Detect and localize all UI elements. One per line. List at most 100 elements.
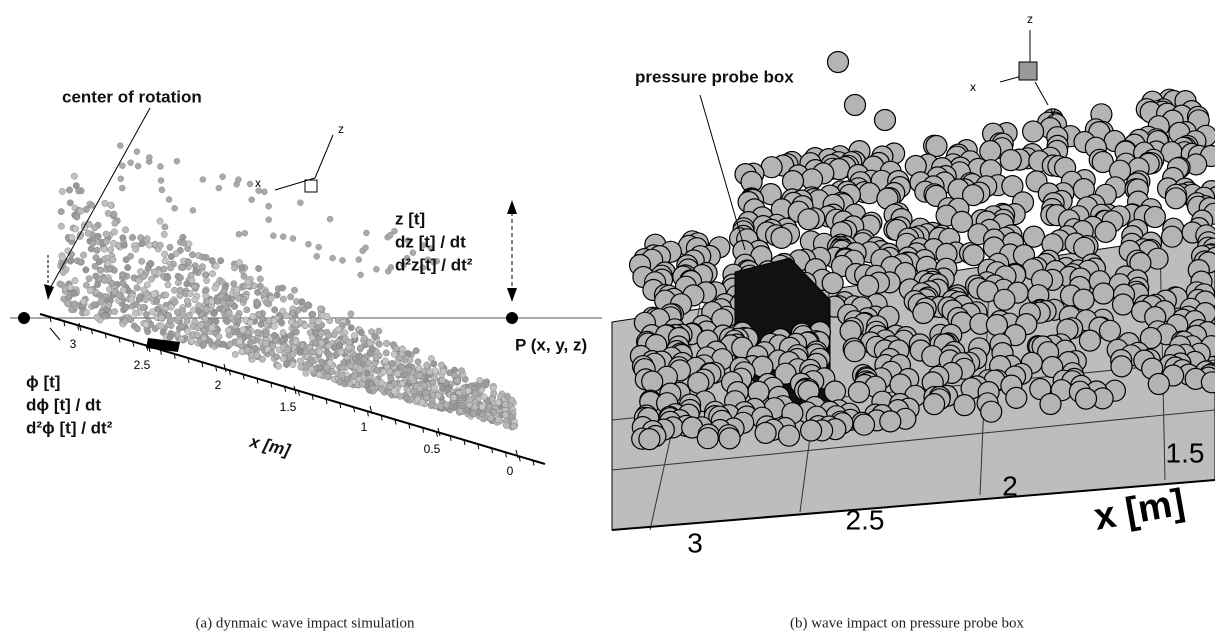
tick-label: 0.5: [424, 442, 441, 456]
particle: [397, 393, 403, 399]
particle: [421, 383, 427, 389]
particle: [372, 360, 378, 366]
particle: [214, 298, 220, 304]
particle: [165, 282, 171, 288]
particle: [226, 310, 232, 316]
particle: [213, 263, 219, 269]
particle: [280, 355, 286, 361]
particle: [376, 341, 382, 347]
particle: [137, 294, 143, 300]
particle: [68, 257, 74, 263]
particle: [94, 281, 100, 287]
particle: [111, 308, 117, 314]
particle: [380, 369, 386, 375]
particle: [488, 415, 494, 421]
particle: [161, 231, 167, 237]
particle: [181, 240, 187, 246]
particle: [688, 372, 709, 393]
particle: [112, 220, 118, 226]
particle: [316, 371, 322, 377]
particle: [401, 372, 407, 378]
particle: [439, 385, 445, 391]
particle: [116, 292, 122, 298]
particle: [289, 310, 295, 316]
particle: [475, 383, 481, 389]
particle: [1148, 374, 1169, 395]
particle: [117, 143, 123, 149]
particle: [305, 241, 311, 247]
particle: [458, 368, 464, 374]
probe-marker: [146, 338, 180, 352]
particle: [151, 291, 157, 297]
particle: [379, 386, 385, 392]
particle: [216, 185, 222, 191]
particle: [266, 217, 272, 223]
particle: [287, 332, 293, 338]
particle: [128, 296, 134, 302]
center-label: center of rotation: [62, 87, 202, 106]
particle: [220, 174, 226, 180]
particle: [184, 318, 190, 324]
particle: [95, 233, 101, 239]
particle: [342, 381, 348, 387]
particle: [1000, 150, 1021, 171]
particle: [317, 365, 323, 371]
particle: [147, 260, 153, 266]
particle: [326, 332, 332, 338]
particle: [209, 325, 215, 331]
particle: [481, 394, 487, 400]
particle: [105, 210, 111, 216]
particle: [454, 378, 460, 384]
particle: [111, 211, 117, 217]
particle: [271, 323, 277, 329]
particle: [83, 282, 89, 288]
particle: [443, 402, 449, 408]
particle: [247, 319, 253, 325]
particle: [297, 349, 303, 355]
particle: [202, 272, 208, 278]
triad-x-label: x: [255, 176, 261, 190]
particle: [67, 200, 73, 206]
particle: [314, 253, 320, 259]
axis-label: x [m]: [1091, 482, 1188, 539]
particle: [60, 269, 66, 275]
particle: [119, 271, 125, 277]
particle: [158, 178, 164, 184]
particle: [413, 348, 419, 354]
particle: [234, 313, 240, 319]
particle: [986, 315, 1007, 336]
particle: [399, 364, 405, 370]
particle: [80, 252, 86, 258]
particle: [139, 241, 145, 247]
particle: [252, 345, 258, 351]
particle: [327, 360, 333, 366]
particle: [102, 200, 108, 206]
particle: [162, 224, 168, 230]
triad-box: [1019, 62, 1037, 80]
particle: [199, 264, 205, 270]
axis-label: x [m]: [247, 432, 293, 461]
particle: [490, 385, 496, 391]
particle: [875, 110, 896, 131]
particle: [203, 293, 209, 299]
particle: [309, 366, 315, 372]
tick-label: 1: [361, 420, 368, 434]
particle: [405, 350, 411, 356]
particle: [234, 287, 240, 293]
particle: [258, 321, 264, 327]
particle: [315, 318, 321, 324]
particle: [91, 302, 97, 308]
triad-x-label: x: [970, 80, 976, 94]
particle: [102, 313, 108, 319]
particle: [167, 244, 173, 250]
particle: [822, 273, 843, 294]
roll-label: ϕ [t]: [26, 372, 60, 391]
particle: [145, 328, 151, 334]
particle: [280, 234, 286, 240]
particle: [419, 399, 425, 405]
particle: [402, 357, 408, 363]
particle: [172, 205, 178, 211]
particle: [225, 327, 231, 333]
particle: [178, 336, 184, 342]
particle: [159, 187, 165, 193]
